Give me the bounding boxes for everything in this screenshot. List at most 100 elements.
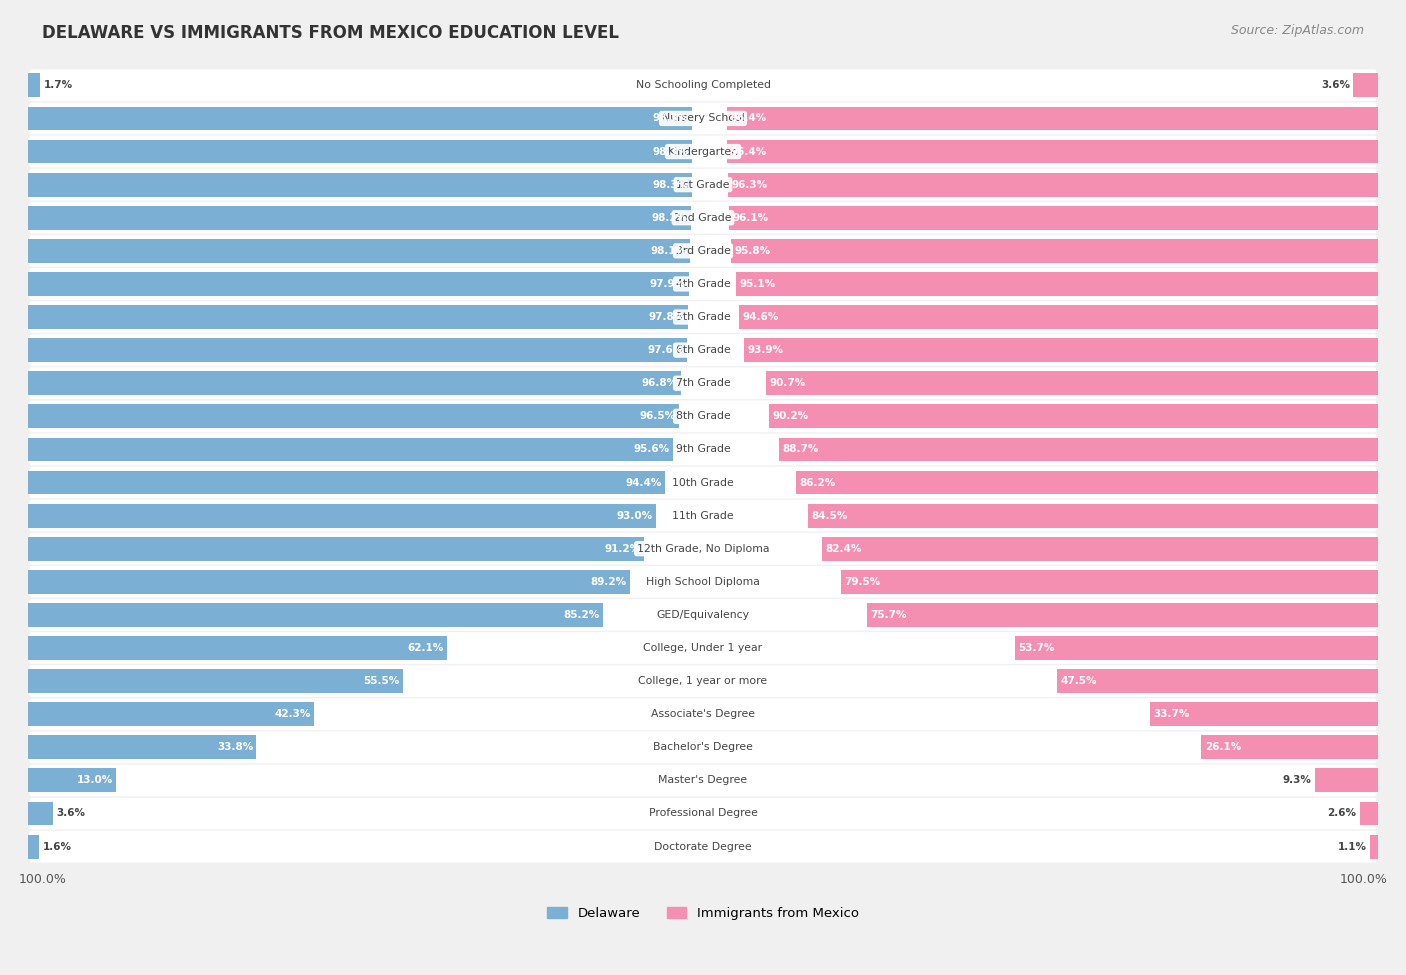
Bar (727, 139, 1378, 164)
Text: 88.7%: 88.7% (783, 445, 818, 454)
Text: 3.6%: 3.6% (1320, 80, 1350, 91)
Text: 7th Grade: 7th Grade (676, 378, 730, 388)
Bar (28, 139, 692, 164)
Text: 33.7%: 33.7% (1153, 709, 1189, 720)
FancyBboxPatch shape (28, 500, 1378, 531)
Bar (1315, 768, 1378, 793)
Bar (28, 272, 689, 295)
Legend: Delaware, Immigrants from Mexico: Delaware, Immigrants from Mexico (541, 901, 865, 925)
Bar (28, 801, 53, 826)
Text: 26.1%: 26.1% (1205, 742, 1241, 753)
Text: 98.2%: 98.2% (651, 213, 688, 222)
Text: 1.6%: 1.6% (42, 841, 72, 851)
Text: 96.4%: 96.4% (731, 113, 766, 124)
Bar (28, 471, 665, 494)
Text: 5th Grade: 5th Grade (676, 312, 730, 322)
Bar (28, 669, 404, 693)
Bar (796, 471, 1378, 494)
Bar (807, 504, 1378, 527)
Text: 98.1%: 98.1% (651, 246, 686, 255)
Bar (779, 438, 1378, 461)
Text: 98.3%: 98.3% (652, 179, 688, 190)
Text: 9.3%: 9.3% (1282, 775, 1312, 786)
Bar (28, 106, 692, 131)
Bar (728, 173, 1378, 197)
Text: 55.5%: 55.5% (363, 676, 399, 686)
Text: 94.6%: 94.6% (742, 312, 779, 322)
Text: 3rd Grade: 3rd Grade (675, 246, 731, 255)
Text: 96.8%: 96.8% (643, 378, 678, 388)
Text: 1st Grade: 1st Grade (676, 179, 730, 190)
Bar (28, 504, 655, 527)
FancyBboxPatch shape (28, 566, 1378, 598)
Text: 33.8%: 33.8% (217, 742, 253, 753)
Bar (1202, 735, 1378, 760)
Text: 97.6%: 97.6% (647, 345, 683, 355)
Text: 90.7%: 90.7% (769, 378, 806, 388)
Bar (766, 371, 1378, 395)
Text: 96.4%: 96.4% (731, 146, 766, 157)
Bar (821, 537, 1378, 561)
Bar (1150, 702, 1378, 726)
FancyBboxPatch shape (28, 698, 1378, 730)
Text: 86.2%: 86.2% (800, 478, 835, 488)
FancyBboxPatch shape (28, 102, 1378, 135)
FancyBboxPatch shape (28, 831, 1378, 863)
Bar (28, 438, 673, 461)
Text: 8th Grade: 8th Grade (676, 411, 730, 421)
Bar (28, 570, 630, 594)
Text: Professional Degree: Professional Degree (648, 808, 758, 818)
Text: 96.1%: 96.1% (733, 213, 769, 222)
Bar (28, 835, 39, 859)
Bar (744, 338, 1378, 362)
Text: Kindergarten: Kindergarten (668, 146, 738, 157)
Text: 62.1%: 62.1% (408, 643, 444, 653)
Text: GED/Equivalency: GED/Equivalency (657, 610, 749, 620)
Text: 10th Grade: 10th Grade (672, 478, 734, 488)
Text: 98.3%: 98.3% (652, 113, 688, 124)
FancyBboxPatch shape (28, 136, 1378, 168)
Text: 95.1%: 95.1% (740, 279, 776, 289)
Text: 91.2%: 91.2% (605, 544, 640, 554)
Text: 97.9%: 97.9% (650, 279, 686, 289)
Text: 13.0%: 13.0% (76, 775, 112, 786)
Bar (28, 537, 644, 561)
Text: 4th Grade: 4th Grade (676, 279, 730, 289)
Text: 98.3%: 98.3% (652, 146, 688, 157)
Text: Source: ZipAtlas.com: Source: ZipAtlas.com (1230, 24, 1364, 37)
Text: 94.4%: 94.4% (626, 478, 662, 488)
Text: 12th Grade, No Diploma: 12th Grade, No Diploma (637, 544, 769, 554)
Text: Associate's Degree: Associate's Degree (651, 709, 755, 720)
Text: 53.7%: 53.7% (1019, 643, 1054, 653)
Text: 1.7%: 1.7% (44, 80, 73, 91)
Text: 93.9%: 93.9% (748, 345, 783, 355)
Bar (1057, 669, 1378, 693)
Text: Doctorate Degree: Doctorate Degree (654, 841, 752, 851)
Text: 11th Grade: 11th Grade (672, 511, 734, 521)
Text: 82.4%: 82.4% (825, 544, 862, 554)
Text: 42.3%: 42.3% (274, 709, 311, 720)
Bar (28, 636, 447, 660)
Bar (28, 603, 603, 627)
Text: DELAWARE VS IMMIGRANTS FROM MEXICO EDUCATION LEVEL: DELAWARE VS IMMIGRANTS FROM MEXICO EDUCA… (42, 24, 619, 42)
Text: 85.2%: 85.2% (564, 610, 600, 620)
Text: Nursery School: Nursery School (662, 113, 744, 124)
Text: 96.5%: 96.5% (640, 411, 676, 421)
Bar (740, 305, 1378, 329)
Bar (1369, 835, 1378, 859)
FancyBboxPatch shape (28, 599, 1378, 631)
FancyBboxPatch shape (28, 268, 1378, 300)
Bar (28, 305, 688, 329)
Bar (28, 173, 692, 197)
Text: 90.2%: 90.2% (772, 411, 808, 421)
Bar (28, 702, 314, 726)
Text: 95.6%: 95.6% (634, 445, 669, 454)
Text: 2.6%: 2.6% (1327, 808, 1357, 818)
FancyBboxPatch shape (28, 632, 1378, 664)
Text: 93.0%: 93.0% (616, 511, 652, 521)
Bar (868, 603, 1378, 627)
FancyBboxPatch shape (28, 434, 1378, 465)
Text: 84.5%: 84.5% (811, 511, 848, 521)
FancyBboxPatch shape (28, 764, 1378, 797)
FancyBboxPatch shape (28, 334, 1378, 366)
